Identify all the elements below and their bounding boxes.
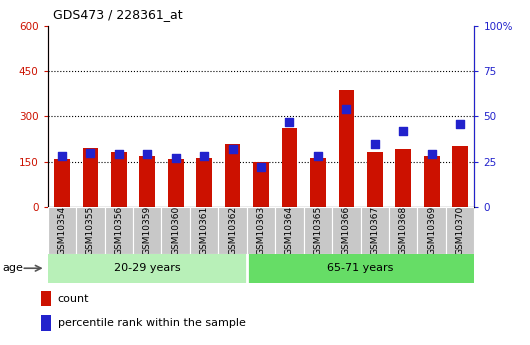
Bar (424, 156, 439, 207)
Bar (196, 158, 212, 207)
FancyBboxPatch shape (218, 207, 247, 254)
Point (86, 150, 95, 155)
Point (342, 106, 351, 112)
Text: age: age (3, 263, 23, 273)
FancyBboxPatch shape (48, 254, 247, 283)
FancyBboxPatch shape (162, 207, 190, 254)
FancyBboxPatch shape (389, 207, 418, 254)
Text: GSM10368: GSM10368 (399, 206, 408, 255)
FancyBboxPatch shape (48, 207, 76, 254)
FancyBboxPatch shape (360, 207, 389, 254)
Bar (452, 146, 468, 207)
Text: GSM10354: GSM10354 (57, 206, 66, 255)
Text: GSM10366: GSM10366 (342, 206, 351, 255)
FancyBboxPatch shape (247, 254, 474, 283)
Text: GSM10364: GSM10364 (285, 206, 294, 255)
FancyBboxPatch shape (332, 207, 360, 254)
Point (114, 152, 123, 157)
Text: GSM10370: GSM10370 (456, 206, 465, 255)
Text: count: count (58, 294, 89, 304)
Text: GSM10363: GSM10363 (257, 206, 266, 255)
FancyBboxPatch shape (275, 207, 304, 254)
Bar (41, 315, 51, 331)
Point (143, 152, 152, 157)
Point (228, 146, 237, 152)
FancyBboxPatch shape (133, 207, 162, 254)
Bar (168, 159, 183, 207)
Point (285, 119, 294, 125)
Text: 65-71 years: 65-71 years (328, 263, 394, 273)
Text: GSM10362: GSM10362 (228, 206, 237, 255)
FancyBboxPatch shape (104, 207, 133, 254)
Point (58, 154, 66, 159)
Text: GSM10359: GSM10359 (143, 206, 152, 255)
Point (399, 128, 408, 134)
Text: GSM10369: GSM10369 (427, 206, 436, 255)
Point (200, 154, 208, 159)
Bar (139, 156, 155, 207)
Text: GSM10365: GSM10365 (313, 206, 322, 255)
Bar (54, 159, 70, 207)
FancyBboxPatch shape (446, 207, 474, 254)
Point (428, 152, 436, 157)
Text: GSM10356: GSM10356 (114, 206, 123, 255)
Text: percentile rank within the sample: percentile rank within the sample (58, 318, 245, 328)
Point (257, 165, 266, 170)
FancyBboxPatch shape (247, 207, 275, 254)
FancyBboxPatch shape (304, 207, 332, 254)
Point (172, 155, 180, 161)
FancyBboxPatch shape (76, 207, 104, 254)
FancyBboxPatch shape (190, 207, 218, 254)
Point (456, 121, 464, 127)
FancyBboxPatch shape (418, 207, 446, 254)
Text: GDS473 / 228361_at: GDS473 / 228361_at (53, 8, 183, 21)
Text: GSM10367: GSM10367 (370, 206, 379, 255)
Bar (310, 158, 326, 207)
Bar (41, 291, 51, 306)
Text: GSM10361: GSM10361 (200, 206, 209, 255)
Bar (111, 152, 127, 207)
Text: GSM10355: GSM10355 (86, 206, 95, 255)
Bar (225, 144, 241, 207)
Bar (281, 128, 297, 207)
Bar (339, 90, 354, 207)
Point (314, 154, 322, 159)
Text: 20-29 years: 20-29 years (114, 263, 181, 273)
Bar (395, 149, 411, 207)
Point (370, 141, 379, 146)
Bar (367, 152, 383, 207)
Text: GSM10360: GSM10360 (171, 206, 180, 255)
Bar (253, 162, 269, 207)
Bar (83, 148, 98, 207)
